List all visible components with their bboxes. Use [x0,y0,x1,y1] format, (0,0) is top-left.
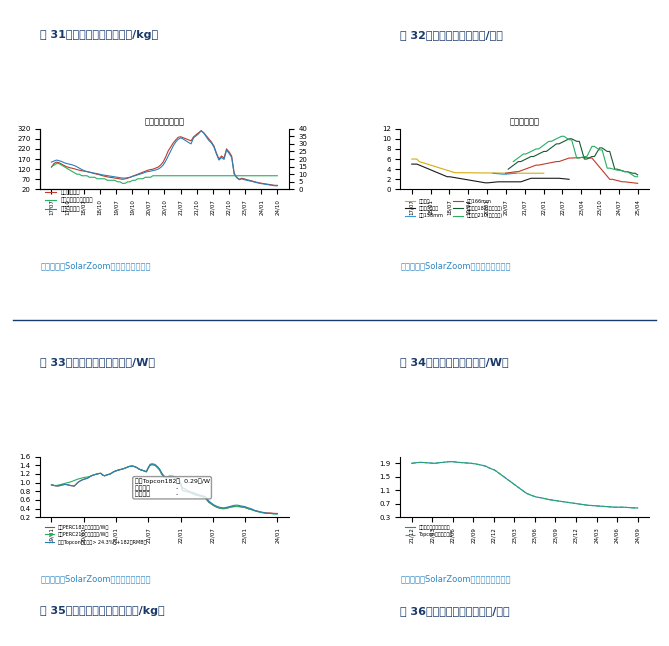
Text: 图 36：硅片价格走势（美元/片）: 图 36：硅片价格走势（美元/片） [401,607,510,616]
Text: 数据来源：SolarZoom，东吴证券研究所: 数据来源：SolarZoom，东吴证券研究所 [40,262,151,270]
Title: 硅片每周价格: 硅片每周价格 [510,118,540,127]
Text: 图 35：多晶硅价格走势（美元/kg）: 图 35：多晶硅价格走势（美元/kg） [40,607,165,616]
Legend: 单晶大尺寸组件（单面）, Topcon组件（双面）: 单晶大尺寸组件（单面）, Topcon组件（双面） [403,523,455,539]
Title: 多晶硅料每周价格: 多晶硅料每周价格 [145,118,185,127]
Text: 数据来源：SolarZoom，东吴证券研究所: 数据来源：SolarZoom，东吴证券研究所 [40,574,151,583]
Legend: 单晶PERC182电池片（元/W）, 单晶PERC210电池片（元/W）, 双面Topcon电池片（> 24.3%）+182（RMB）: 单晶PERC182电池片（元/W）, 单晶PERC210电池片（元/W）, 双面… [43,523,149,547]
Text: 图 32：硅片价格走势（元/片）: 图 32：硅片价格走势（元/片） [401,30,503,39]
Legend: 单晶硅片, 多晶金刚线硅片, 单晶158mm, 单晶166mm, 单晶硅片182(一线厂商), 单晶硅片210(一线厂商): 单晶硅片, 多晶金刚线硅片, 单晶158mm, 单晶166mm, 单晶硅片182… [403,196,504,220]
Text: 数据来源：SolarZoom，东吴证券研究所: 数据来源：SolarZoom，东吴证券研究所 [401,574,511,583]
Legend: 国产单晶用料, 进口一级硅料（右轴）, 国产多晶用料: 国产单晶用料, 进口一级硅料（右轴）, 国产多晶用料 [43,187,96,214]
Text: 图 31：多晶硅价格走势（元/kg）: 图 31：多晶硅价格走势（元/kg） [40,30,159,39]
Text: 图 33：电池片价格走势（元/W）: 图 33：电池片价格走势（元/W） [40,357,155,368]
Text: 图 34：组件价格走势（元/W）: 图 34：组件价格走势（元/W） [401,357,509,368]
Text: 数据来源：SolarZoom，东吴证券研究所: 数据来源：SolarZoom，东吴证券研究所 [401,262,511,270]
Text: 双面Topcon182：  0.29元/W
周涨跌：             -
月涨跌：             -: 双面Topcon182： 0.29元/W 周涨跌： - 月涨跌： - [134,479,209,497]
